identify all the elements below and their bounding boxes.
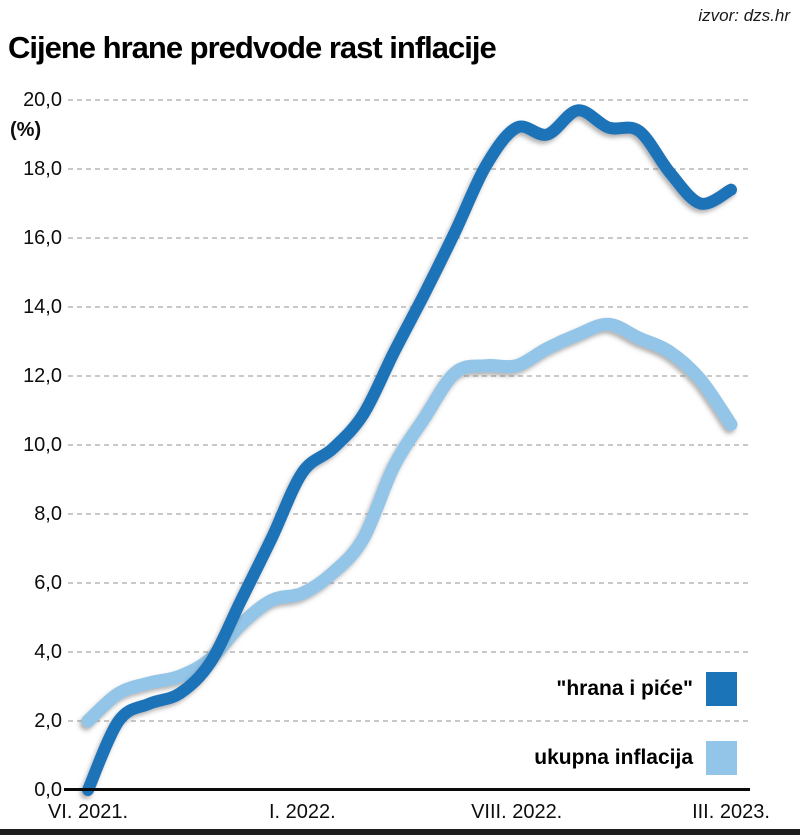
legend-item: ukupna inflacija — [534, 741, 737, 775]
gridline — [68, 375, 748, 377]
y-tick-label: 12,0 — [23, 365, 62, 387]
gridline — [68, 513, 748, 515]
gridline — [68, 306, 748, 308]
y-tick-label: 14,0 — [23, 296, 62, 318]
y-tick-label: 20,0 — [23, 89, 62, 111]
x-tick-label: VIII. 2022. — [471, 801, 563, 823]
series-line-ukupna-inflacija — [81, 317, 738, 728]
y-tick-label: 2,0 — [34, 710, 62, 732]
y-tick-label: 0,0 — [34, 779, 62, 801]
gridline — [68, 237, 748, 239]
x-tick-label: III. 2023. — [692, 801, 770, 823]
y-tick-label: 10,0 — [23, 434, 62, 456]
legend-label: ukupna inflacija — [534, 746, 693, 769]
y-tick-label: 18,0 — [23, 158, 62, 180]
y-tick-label: 16,0 — [23, 227, 62, 249]
y-tick-label: 4,0 — [34, 641, 62, 663]
y-tick-label: 8,0 — [34, 503, 62, 525]
gridline — [68, 168, 748, 170]
y-tick-label: 6,0 — [34, 572, 62, 594]
legend-swatch — [706, 741, 737, 775]
footer-bar — [0, 829, 800, 835]
legend-label: "hrana i piće" — [556, 677, 693, 700]
y-axis-unit-label: (%) — [10, 119, 42, 141]
gridline — [68, 651, 748, 653]
legend-swatch — [706, 672, 737, 706]
x-axis-line — [64, 788, 750, 791]
source-credit: izvor: dzs.hr — [698, 6, 790, 25]
gridline — [68, 99, 748, 101]
page-title: Cijene hrane predvode rast inflacije — [8, 30, 497, 65]
gridline — [68, 720, 748, 722]
x-tick-label: VI. 2021. — [47, 801, 129, 823]
series-line-hrana-i-pi-e — [82, 104, 737, 796]
gridline — [68, 582, 748, 584]
x-tick-label: I. 2022. — [268, 801, 336, 823]
legend-item: "hrana i piće" — [556, 672, 737, 706]
